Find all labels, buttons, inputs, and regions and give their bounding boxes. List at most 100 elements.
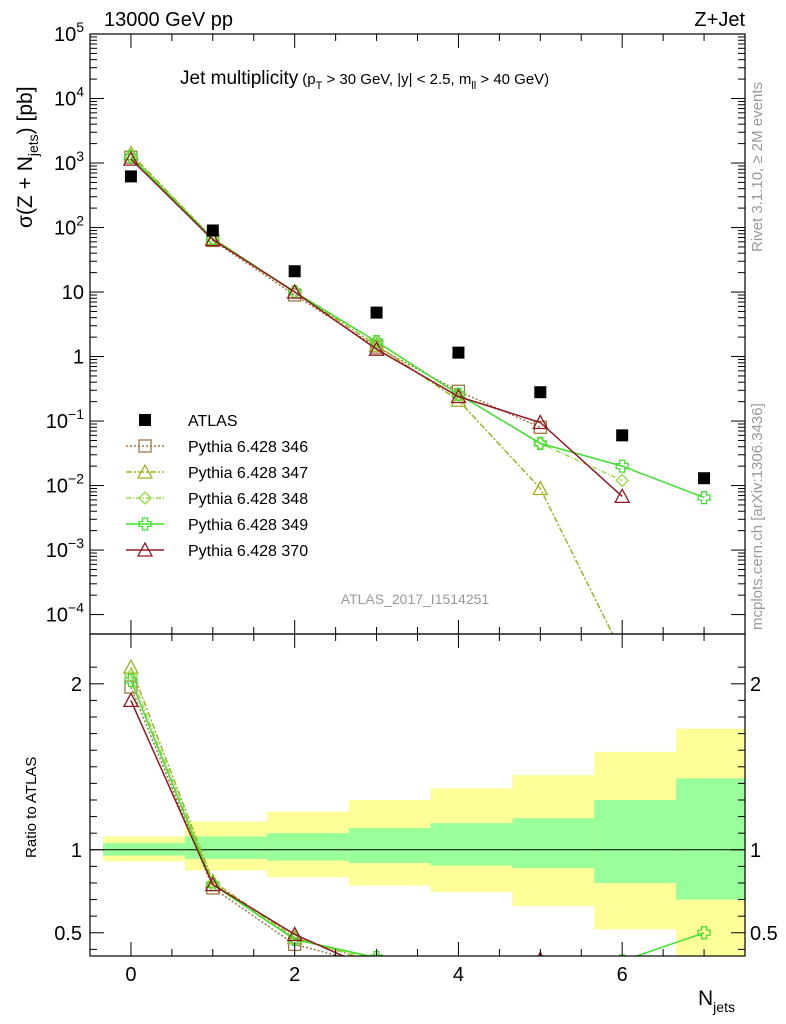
y-tick-exp-6: 2 xyxy=(76,213,84,229)
legend: ATLAS Pythia 6.428 346 Pythia 6.428 347 Pyt… xyxy=(126,413,308,560)
ratio-inner-band-1 xyxy=(184,836,267,859)
main-marker-series-4-1 xyxy=(204,231,221,247)
y-tick-base-2: 10 xyxy=(46,476,68,498)
main-marker-series-4-5 xyxy=(532,414,549,430)
y-axis-label-sub: jets xyxy=(25,134,41,157)
x-axis-label-base: N xyxy=(698,987,713,1010)
legend-marker-0 xyxy=(138,439,152,453)
ratio-marker-series-0-5 xyxy=(534,962,546,974)
legend-marker-2 xyxy=(138,491,152,505)
main-marker-series-3-4 xyxy=(451,387,466,401)
header-left: 13000 GeV pp xyxy=(104,9,233,31)
main-marker-series-4-0 xyxy=(122,150,140,166)
legend-label-data: ATLAS xyxy=(188,413,238,430)
y-tick-label-4: 1 xyxy=(73,347,84,369)
ratio-marker-series-3-7 xyxy=(697,926,711,940)
y-tick-exp-7: 3 xyxy=(76,148,84,164)
ratio-tick-label-left-1: 1 xyxy=(71,840,82,862)
ratio-marker-series-0-3 xyxy=(371,960,383,972)
legend-label-1: Pythia 6.428 347 xyxy=(188,465,308,482)
ratio-marker-series-4-2 xyxy=(286,926,303,942)
main-marker-series-4-6 xyxy=(614,487,631,504)
ratio-marker-series-3-5 xyxy=(534,983,546,995)
y-tick-base-4: 1 xyxy=(73,347,84,369)
chart-title-cuts-open: (p xyxy=(302,71,315,88)
y-tick-label-7: 103 xyxy=(54,148,84,175)
legend-label-0: Pythia 6.428 346 xyxy=(188,439,308,456)
mcplots-label: mcplots.cern.ch [arXiv:1306.3436] xyxy=(749,403,766,630)
main-marker-series-1-5 xyxy=(532,480,549,496)
x-tick-label-2: 4 xyxy=(453,964,464,986)
y-axis-label: σ(Z + Njets) [pb] xyxy=(14,86,41,228)
chart-title-cuts-mid2: > 40 GeV) xyxy=(476,71,549,88)
data-point-2 xyxy=(288,265,301,278)
legend-marker-3 xyxy=(138,517,152,531)
ratio-tick-label-right-2: 2 xyxy=(750,674,761,696)
y-tick-base-1: 10 xyxy=(46,540,68,562)
chart-title-cuts-mid1: > 30 GeV, |y| < 2.5, m xyxy=(322,71,471,88)
main-marker-series-1-4 xyxy=(450,391,467,407)
x-axis-label: Njets xyxy=(698,987,735,1015)
data-point-4 xyxy=(452,346,465,359)
x-tick-label-1: 2 xyxy=(289,964,300,986)
y-tick-label-2: 10−2 xyxy=(46,471,84,498)
main-marker-series-3-0 xyxy=(124,150,138,164)
y-tick-label-6: 102 xyxy=(54,213,84,240)
ratio-y-axis-label: Ratio to ATLAS xyxy=(23,757,40,858)
data-point-3 xyxy=(370,306,383,319)
data-point-1 xyxy=(206,224,219,237)
data-point-0 xyxy=(124,170,137,183)
y-tick-base-5: 10 xyxy=(62,282,84,304)
legend-marker-1 xyxy=(136,463,154,479)
data-point-7 xyxy=(698,472,711,485)
ratio-marker-series-4-1 xyxy=(204,876,221,892)
y-tick-base-6: 10 xyxy=(54,218,76,240)
chart-title-pt-sub: T xyxy=(316,80,323,92)
main-marker-series-3-7 xyxy=(697,490,711,505)
ratio-marker-series-2-1 xyxy=(205,876,220,890)
y-tick-base-7: 10 xyxy=(54,153,76,175)
legend-label-4: Pythia 6.428 370 xyxy=(188,543,308,560)
data-point-6 xyxy=(616,429,629,442)
ratio-marker-series-3-0 xyxy=(124,673,138,688)
header-right: Z+Jet xyxy=(694,9,745,31)
main-marker-series-2-6 xyxy=(615,473,630,488)
ratio-marker-series-1-3 xyxy=(375,954,378,956)
y-tick-base-8: 10 xyxy=(54,89,76,111)
x-tick-label-3: 6 xyxy=(617,964,628,986)
ratio-marker-series-4-0 xyxy=(122,692,140,708)
ratio-tick-label-right-0: 0.5 xyxy=(750,923,778,945)
y-tick-exp-8: 4 xyxy=(76,84,84,100)
y-tick-label-9: 105 xyxy=(54,19,84,46)
x-tick-label-0: 0 xyxy=(125,964,136,986)
y-tick-exp-2: −2 xyxy=(68,471,84,487)
rivet-label: Rivet 3.1.10, ≥ 2M events xyxy=(749,82,766,252)
y-axis-label-post: ) [pb] xyxy=(14,86,37,134)
ratio-inner-band-3 xyxy=(348,828,431,864)
main-panel xyxy=(122,145,711,634)
ratio-inner-band-5 xyxy=(512,818,595,869)
y-tick-exp-9: 5 xyxy=(76,19,84,35)
legend-label-3: Pythia 6.428 349 xyxy=(188,517,308,534)
main-line-series-1 xyxy=(130,153,614,634)
ratio-marker-series-4-3 xyxy=(370,964,384,977)
legend-label-2: Pythia 6.428 348 xyxy=(188,491,308,508)
ratio-inner-band-4 xyxy=(430,823,513,866)
chart-title-main: Jet multiplicity xyxy=(180,68,299,89)
analysis-watermark: ATLAS_2017_I1514251 xyxy=(341,591,490,607)
main-marker-series-4-2 xyxy=(286,283,303,299)
chart-title: Jet multiplicity (pT > 30 GeV, |y| < 2.5,… xyxy=(180,68,549,92)
main-line-series-0 xyxy=(130,156,541,428)
ratio-tick-label-left-2: 2 xyxy=(71,674,82,696)
main-marker-series-4-4 xyxy=(450,388,467,404)
ratio-inner-band-2 xyxy=(266,833,349,861)
ratio-tick-label-left-0: 0.5 xyxy=(54,923,82,945)
main-marker-series-3-5 xyxy=(533,436,547,451)
ratio-uncertainty-bands xyxy=(90,728,745,956)
ratio-marker-series-1-5 xyxy=(533,1003,547,1016)
y-tick-base-0: 10 xyxy=(46,605,68,627)
y-tick-exp-0: −4 xyxy=(68,600,84,616)
ratio-marker-series-3-2 xyxy=(288,932,302,947)
